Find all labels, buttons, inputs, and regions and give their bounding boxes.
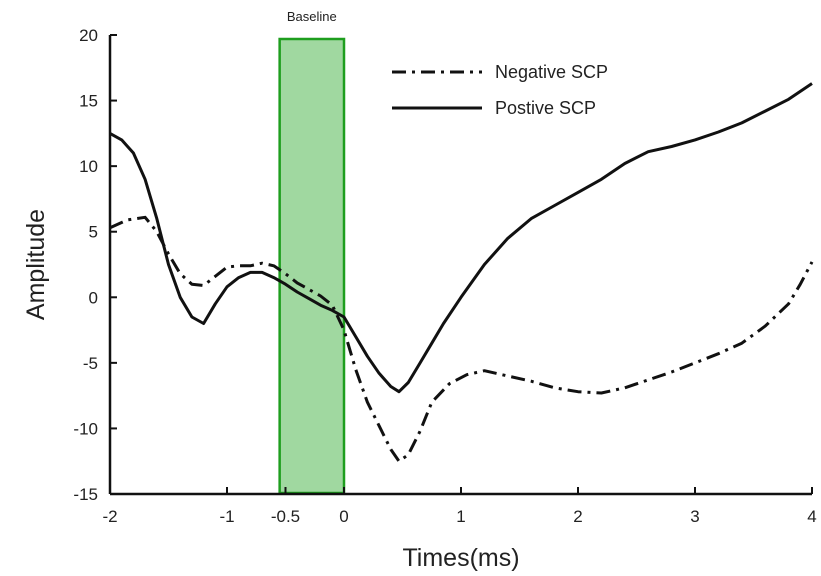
y-tick-label: 5 xyxy=(89,223,98,242)
x-tick-label: -0.5 xyxy=(271,507,300,526)
x-tick-label: -1 xyxy=(219,507,234,526)
x-tick-label: 0 xyxy=(339,507,348,526)
legend-entry-positive-scp: Postive SCP xyxy=(495,98,596,118)
legend: Negative SCP Postive SCP xyxy=(392,62,608,118)
x-tick-label: 1 xyxy=(456,507,465,526)
y-tick-label: -10 xyxy=(73,419,98,438)
legend-entry-negative-scp: Negative SCP xyxy=(495,62,608,82)
y-tick-label: 20 xyxy=(79,26,98,45)
baseline-band-group xyxy=(278,37,346,495)
series-line-positive-scp xyxy=(109,82,813,394)
x-tick-label: 3 xyxy=(690,507,699,526)
x-tick-label: 2 xyxy=(573,507,582,526)
series-line-negative-scp xyxy=(109,215,814,463)
x-axis-title: Times(ms) xyxy=(402,544,519,572)
baseline-label: Baseline xyxy=(287,9,337,24)
y-tick-label: -5 xyxy=(83,354,98,373)
baseline-band xyxy=(278,37,346,495)
y-tick-label: 10 xyxy=(79,157,98,176)
y-tick-label: 0 xyxy=(89,288,98,307)
y-tick-label: -15 xyxy=(73,485,98,504)
y-axis-title: Amplitude xyxy=(22,209,50,320)
x-tick-label: 4 xyxy=(807,507,816,526)
y-tick-label: 15 xyxy=(79,92,98,111)
ticks-group: -2 -1 -0.5 0 1 2 3 4 -15 -10 -5 0 5 10 15 20 xyxy=(73,26,816,526)
series-group xyxy=(109,82,814,463)
x-tick-label: -2 xyxy=(102,507,117,526)
